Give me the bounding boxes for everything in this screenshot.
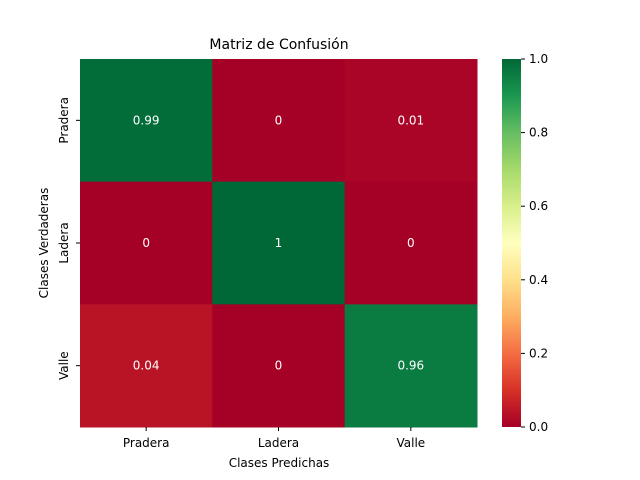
colorbar-tick-label: 1.0 [529, 52, 548, 66]
x-tick-label: Pradera [123, 436, 170, 450]
cell-value-label: 0.99 [133, 113, 160, 127]
colorbar-tick-label: 0.2 [529, 346, 548, 360]
cell-value-label: 0 [275, 113, 283, 127]
colorbar [502, 59, 521, 427]
x-tick-label: Valle [396, 436, 425, 450]
heatmap-cell-1-1 [80, 59, 213, 183]
cell-value-label: 0.01 [397, 113, 424, 127]
colorbar-tick-label: 0.6 [529, 199, 548, 213]
cell-value-label: 0.96 [397, 359, 424, 373]
cell-value-label: 0.04 [133, 359, 160, 373]
cell-value-label: 1 [275, 236, 283, 250]
y-tick-label: Pradera [57, 97, 71, 144]
heatmap-cells: 0.99 0 0.01 0 1 0 0.04 0 0.96 [80, 59, 478, 428]
y-axis-ticks: Pradera Ladera Valle [57, 97, 80, 380]
cell-value-label: 0 [142, 236, 150, 250]
chart-title: Matriz de Confusión [209, 37, 348, 53]
y-tick-label: Valle [57, 351, 71, 380]
colorbar-tick-label: 0.4 [529, 273, 548, 287]
colorbar-tick-label: 0.0 [529, 420, 548, 434]
heatmap-cell-1-3 [344, 59, 478, 183]
heatmap-cell-2-1 [80, 181, 213, 305]
heatmap-cell-1-2 [212, 59, 346, 183]
cell-value-label: 0 [407, 236, 415, 250]
heatmap-cell-3-2 [212, 304, 346, 428]
heatmap-cell-2-2 [212, 181, 346, 305]
cell-value-label: 0 [275, 359, 283, 373]
y-axis-label: Clases Verdaderas [37, 188, 51, 299]
heatmap-cell-3-1 [80, 304, 213, 428]
x-tick-label: Ladera [258, 436, 299, 450]
y-tick-label: Ladera [57, 222, 71, 263]
heatmap-cell-3-3 [344, 304, 478, 428]
x-axis-ticks: Pradera Ladera Valle [123, 427, 425, 450]
colorbar-tick-label: 0.8 [529, 126, 548, 140]
colorbar-ticks: 0.0 0.2 0.4 0.6 0.8 1.0 [521, 52, 548, 434]
heatmap-cell-2-3 [344, 181, 478, 305]
x-axis-label: Clases Predichas [229, 456, 330, 470]
